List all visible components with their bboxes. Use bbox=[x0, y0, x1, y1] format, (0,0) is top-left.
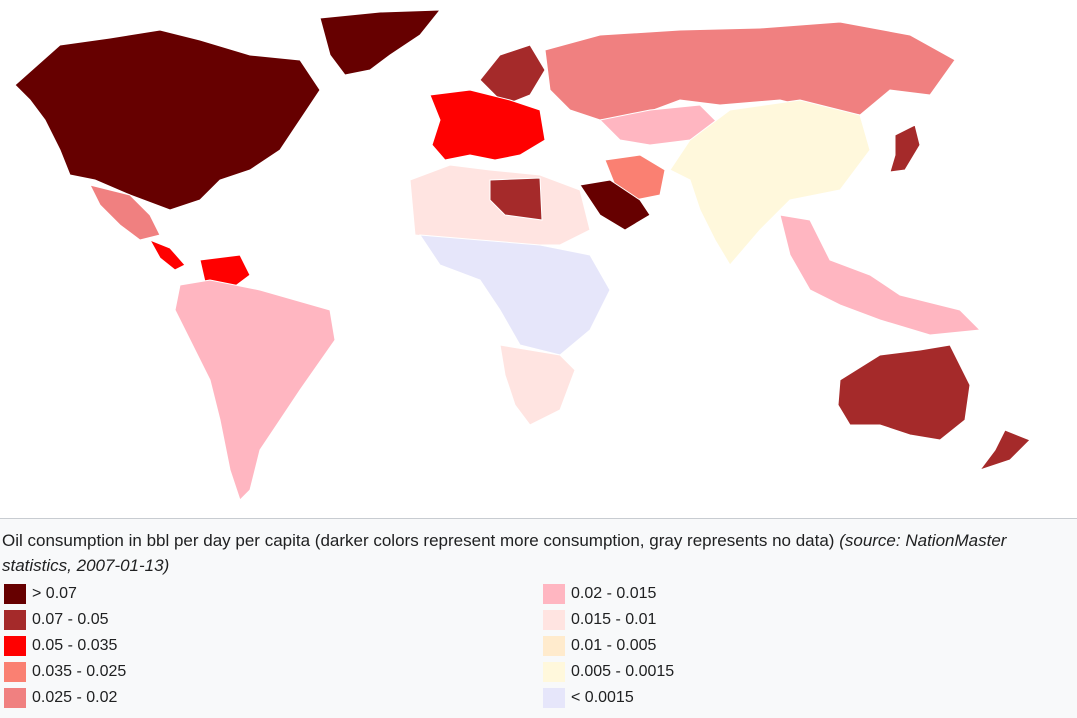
region-greenland bbox=[319, 9, 442, 76]
caption-source: (source: NationMaster statistics, 2007-0… bbox=[2, 531, 1007, 575]
region-libya bbox=[489, 177, 543, 221]
legend-label: 0.035 - 0.025 bbox=[32, 663, 127, 680]
legend-swatch bbox=[543, 688, 565, 708]
legend-swatch bbox=[4, 662, 26, 682]
legend-label: 0.01 - 0.005 bbox=[571, 637, 657, 654]
region-saudi bbox=[579, 179, 651, 231]
region-western-europe bbox=[429, 89, 546, 161]
region-southern-africa bbox=[499, 344, 576, 426]
caption-text: Oil consumption in bbl per day per capit… bbox=[2, 531, 835, 550]
region-south-america bbox=[174, 279, 336, 501]
caption-box: Oil consumption in bbl per day per capit… bbox=[0, 518, 1077, 718]
region-japan bbox=[889, 124, 921, 173]
legend-swatch bbox=[4, 610, 26, 630]
legend-label: 0.015 - 0.01 bbox=[571, 611, 657, 628]
legend-swatch bbox=[4, 688, 26, 708]
legend-label: 0.005 - 0.0015 bbox=[571, 663, 675, 680]
region-china-india bbox=[669, 99, 871, 266]
world-map bbox=[14, 9, 1031, 501]
world-map-svg bbox=[14, 9, 1031, 501]
region-australia bbox=[837, 344, 971, 441]
region-central-america bbox=[148, 239, 186, 271]
region-central-africa bbox=[419, 234, 611, 356]
region-new-zealand bbox=[978, 429, 1031, 471]
legend-label: 0.025 - 0.02 bbox=[32, 689, 118, 706]
map-caption: Oil consumption in bbl per day per capit… bbox=[2, 528, 1072, 578]
region-southeast-asia bbox=[779, 214, 982, 336]
legend-swatch bbox=[543, 610, 565, 630]
legend-swatch bbox=[543, 662, 565, 682]
legend-swatch bbox=[4, 636, 26, 656]
legend-label: 0.05 - 0.035 bbox=[32, 637, 118, 654]
region-mexico bbox=[89, 184, 161, 241]
legend-label: 0.07 - 0.05 bbox=[32, 611, 109, 628]
legend-swatch bbox=[543, 584, 565, 604]
legend-label: 0.02 - 0.015 bbox=[571, 585, 657, 602]
legend-label: < 0.0015 bbox=[571, 689, 634, 706]
region-russia bbox=[544, 21, 956, 121]
legend-label: > 0.07 bbox=[32, 585, 77, 602]
region-north-america bbox=[14, 29, 321, 211]
legend-swatch bbox=[543, 636, 565, 656]
legend-swatch bbox=[4, 584, 26, 604]
